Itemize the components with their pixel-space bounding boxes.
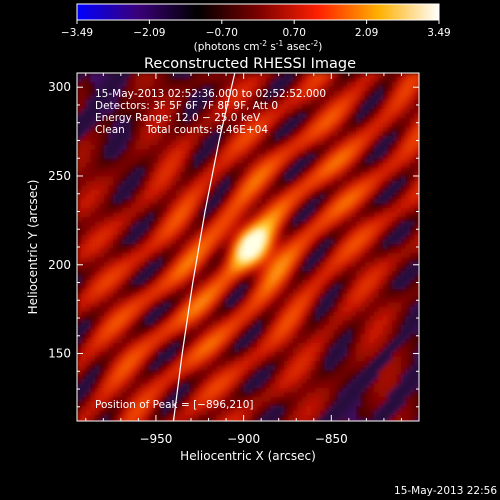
y-tick-label: 300 — [48, 80, 71, 94]
info-text: 15‑May‑2013 02:52:36.000 to 02:52:52.000… — [95, 88, 326, 411]
time-range-text: 15‑May‑2013 02:52:36.000 to 02:52:52.000 — [95, 88, 326, 100]
y-tick-label: 150 — [48, 347, 71, 361]
y-tick-label: 250 — [48, 169, 71, 183]
axis-ticks: −950 −900 −850 150 200 250 300 — [48, 73, 420, 446]
colorbar: −3.49 −2.09 −0.70 0.70 2.09 3.49 (photons cm-… — [61, 3, 451, 53]
footer-timestamp: 15‑May‑2013 22:56 — [394, 485, 497, 497]
method-text: Clean — [95, 124, 125, 136]
detectors-text: Detectors: 3F 5F 6F 7F 8F 9F, Att 0 — [95, 100, 278, 112]
heatmap-image — [77, 73, 419, 421]
colorbar-tick-label: −3.49 — [61, 27, 93, 39]
solar-limb-curve — [172, 73, 236, 421]
colorbar-tick-label: 2.09 — [355, 27, 378, 39]
colorbar-gradient — [76, 3, 440, 21]
colorbar-tick-label: 3.49 — [427, 27, 450, 39]
peak-position-text: Position of Peak = [−896,210] — [95, 399, 254, 411]
y-axis-label: Heliocentric Y (arcsec) — [26, 180, 40, 315]
chart-title: Reconstructed RHESSI Image — [144, 56, 356, 72]
y-tick-label: 200 — [48, 258, 71, 272]
energy-range-text: Energy Range: 12.0 − 25.0 keV — [95, 112, 261, 124]
colorbar-ticks: −3.49 −2.09 −0.70 0.70 2.09 3.49 — [61, 20, 451, 39]
colorbar-units: (photons cm-2 s-1 asec-2) — [194, 39, 323, 53]
colorbar-tick-label: 0.70 — [283, 27, 306, 39]
x-tick-label: −950 — [139, 432, 172, 446]
x-tick-label: −900 — [227, 432, 260, 446]
colorbar-tick-label: −2.09 — [133, 27, 165, 39]
colorbar-tick-label: −0.70 — [206, 27, 238, 39]
total-counts-text: Total counts: 8.46E+04 — [145, 124, 268, 136]
x-tick-label: −850 — [315, 432, 348, 446]
x-axis-label: Heliocentric X (arcsec) — [180, 449, 316, 463]
